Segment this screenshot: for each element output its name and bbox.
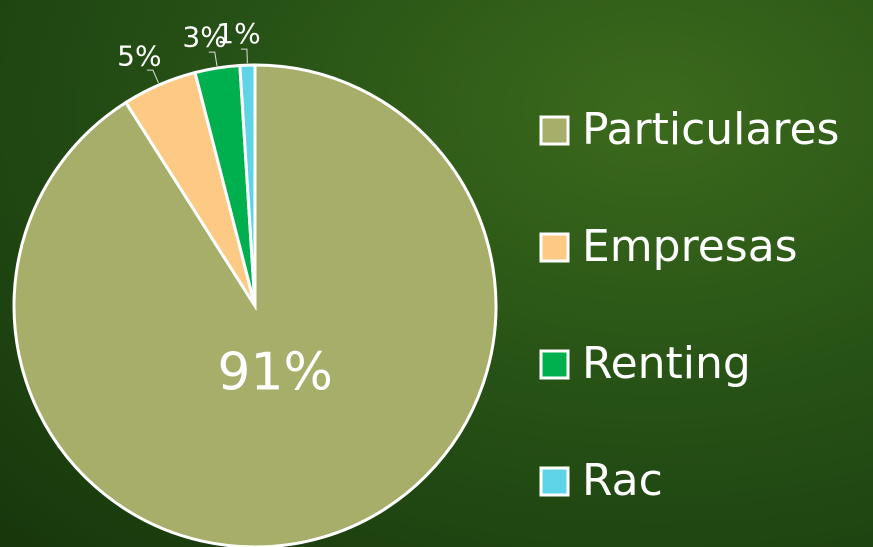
legend-label: Renting [582, 338, 751, 389]
legend-label: Empresas [582, 221, 798, 272]
legend-swatch [541, 234, 568, 261]
slice-label: 5% [117, 39, 161, 72]
chart: 91%5%3%1%ParticularesEmpresasRentingRac [0, 0, 873, 547]
legend-label: Rac [582, 455, 663, 506]
slice-label: 1% [216, 17, 260, 50]
page: 91%5%3%1%ParticularesEmpresasRentingRac [0, 0, 873, 547]
legend-swatch [541, 468, 568, 495]
legend-swatch [541, 351, 568, 378]
leader-line [241, 49, 247, 63]
leader-line [209, 52, 217, 66]
legend-swatch [541, 117, 568, 144]
slice-label: 91% [217, 342, 333, 402]
legend-label: Particulares [582, 104, 839, 155]
